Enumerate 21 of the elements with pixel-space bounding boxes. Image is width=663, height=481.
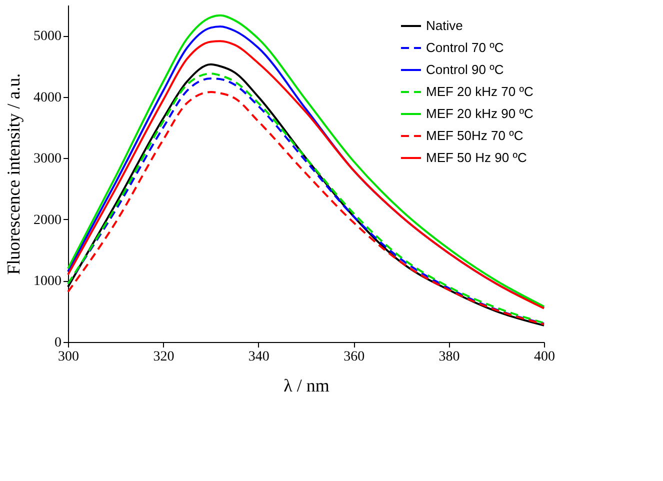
legend-label: MEF 50 Hz 90 ºC <box>426 150 527 165</box>
y-tick-label: 2000 <box>34 212 62 228</box>
legend-label: MEF 20 kHz 90 ºC <box>426 106 534 121</box>
legend-label: MEF 20 kHz 70 ºC <box>426 84 534 99</box>
y-axis-title: Fluorescence intensity / a.u. <box>4 73 24 275</box>
x-tick-label: 340 <box>248 350 270 364</box>
x-axis-title: λ / nm <box>284 376 330 396</box>
y-tick-label: 5000 <box>34 29 62 44</box>
legend-label: MEF 50Hz 70 ºC <box>426 128 524 143</box>
x-tick-label: 300 <box>58 350 79 364</box>
x-tick-label: 400 <box>534 350 555 364</box>
y-tick-label: 3000 <box>34 152 62 167</box>
y-tick-label: 0 <box>54 336 62 350</box>
y-tick-label: 4000 <box>34 90 62 106</box>
x-tick-label: 320 <box>153 350 174 364</box>
x-tick-label: 380 <box>438 350 460 364</box>
legend-label: Control 90 ºC <box>426 62 504 77</box>
legend-label: Control 70 ºC <box>426 40 504 55</box>
legend-label: Native <box>426 18 463 33</box>
x-tick-label: 360 <box>344 350 365 364</box>
y-tick-label: 1000 <box>34 274 62 290</box>
